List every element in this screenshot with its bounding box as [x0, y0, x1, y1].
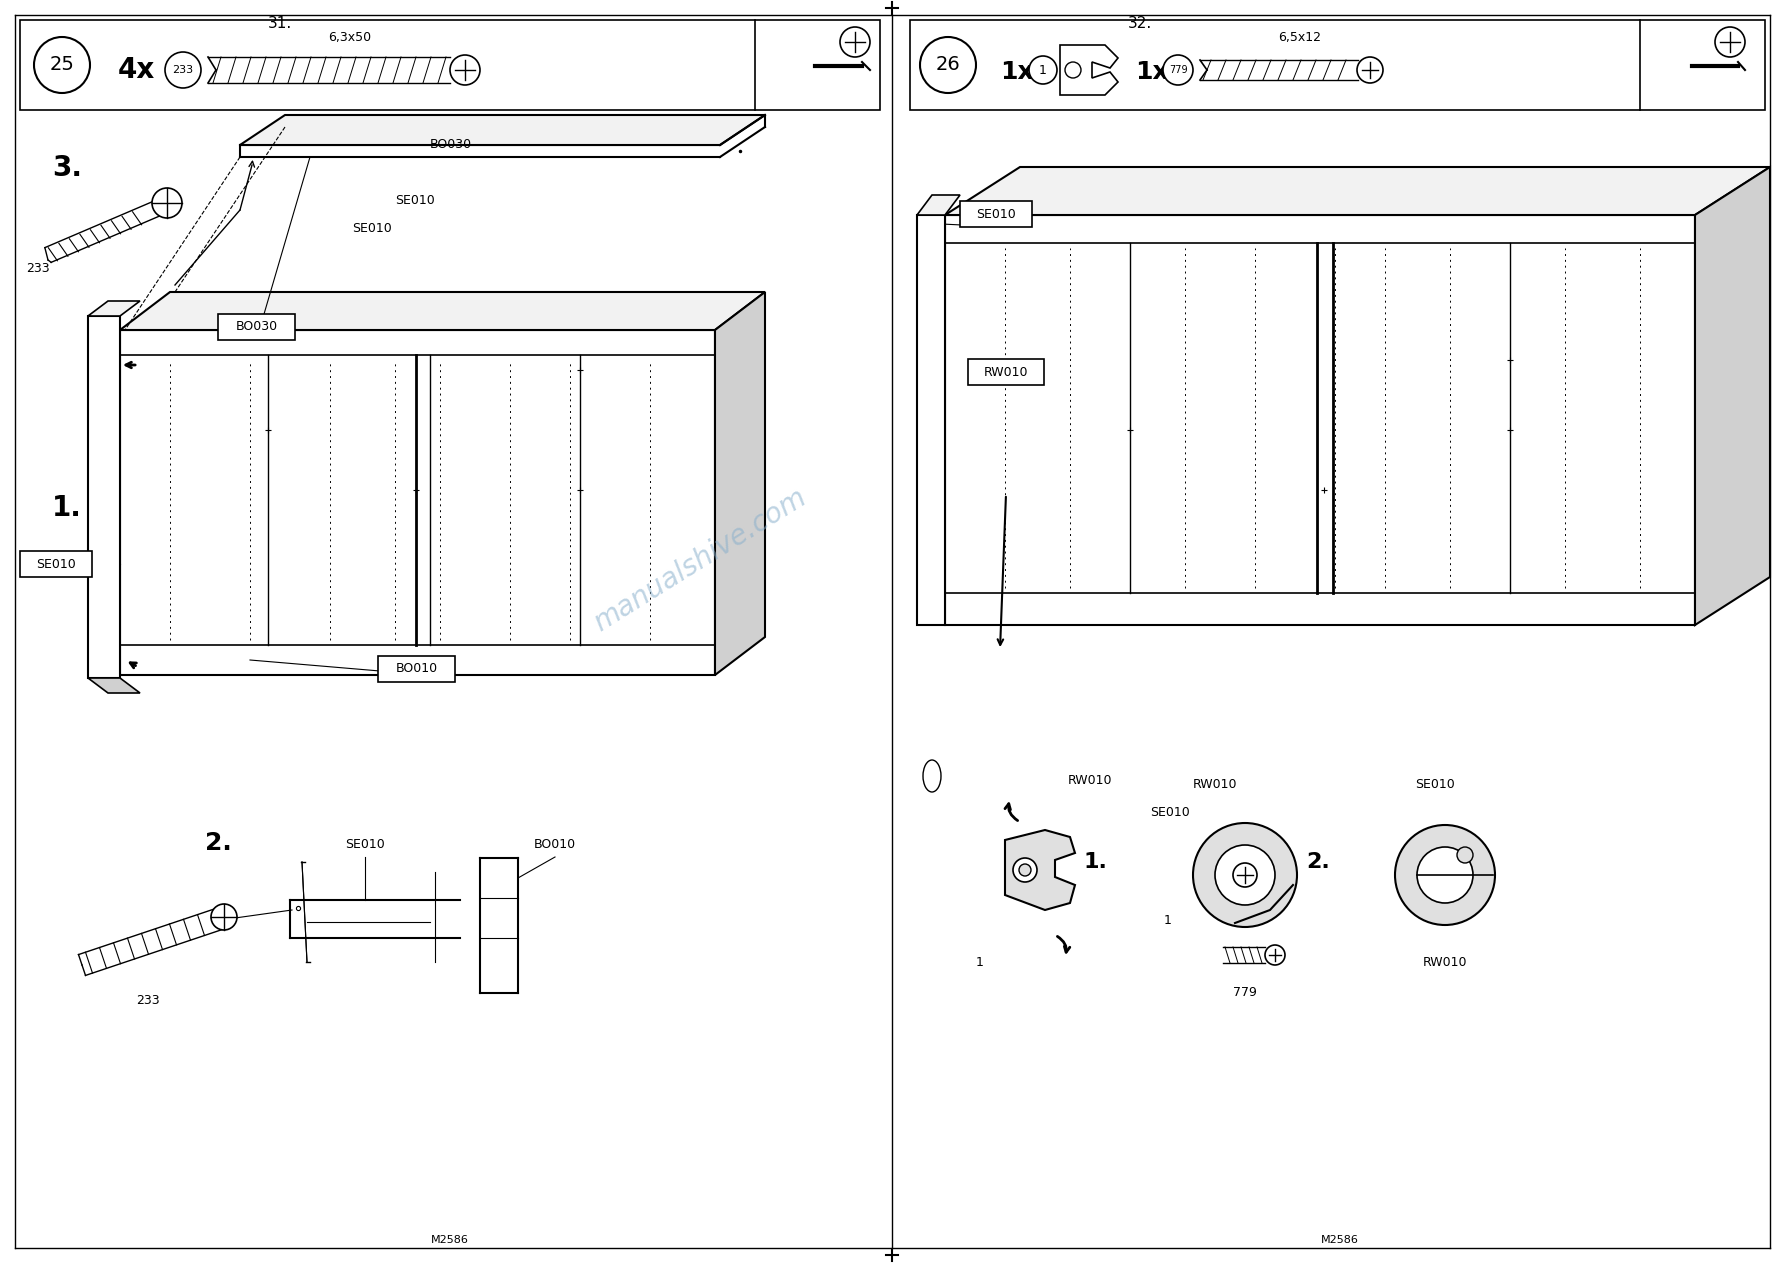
Bar — [120, 330, 716, 674]
Circle shape — [211, 904, 237, 930]
Circle shape — [1216, 845, 1274, 906]
Text: 1: 1 — [1164, 913, 1173, 927]
Circle shape — [1028, 56, 1057, 85]
Ellipse shape — [923, 760, 941, 792]
Circle shape — [1014, 858, 1037, 882]
Text: 1: 1 — [1039, 63, 1048, 77]
Circle shape — [1266, 945, 1285, 965]
Bar — [20, 20, 880, 110]
Polygon shape — [1060, 45, 1117, 95]
Polygon shape — [917, 195, 960, 215]
Circle shape — [1233, 863, 1257, 887]
Polygon shape — [87, 678, 139, 693]
Text: 31.: 31. — [268, 15, 293, 30]
Text: SE010: SE010 — [36, 557, 77, 571]
Text: 1x: 1x — [1000, 61, 1034, 85]
Text: SE010: SE010 — [1150, 806, 1191, 818]
Text: 779: 779 — [1169, 64, 1187, 75]
FancyBboxPatch shape — [218, 314, 295, 340]
Circle shape — [919, 37, 976, 93]
Text: SE010: SE010 — [394, 193, 436, 206]
Bar — [917, 215, 944, 625]
Text: 25: 25 — [50, 56, 75, 75]
Bar — [87, 316, 120, 678]
Circle shape — [841, 27, 869, 57]
Circle shape — [1417, 847, 1473, 903]
Text: 233: 233 — [27, 261, 50, 274]
Text: RW010: RW010 — [1067, 773, 1112, 787]
Text: M2586: M2586 — [1321, 1235, 1358, 1245]
Text: manualshive.com: manualshive.com — [589, 482, 812, 637]
Text: 6,3x50: 6,3x50 — [328, 32, 371, 44]
Text: 2.: 2. — [205, 831, 232, 855]
Text: 233: 233 — [173, 64, 193, 75]
Circle shape — [1164, 56, 1192, 85]
Text: RW010: RW010 — [1423, 956, 1467, 969]
Circle shape — [1457, 847, 1473, 863]
FancyBboxPatch shape — [378, 655, 455, 682]
Circle shape — [152, 188, 182, 218]
Circle shape — [34, 37, 89, 93]
Text: 32.: 32. — [1128, 15, 1151, 30]
Text: 1.: 1. — [1083, 853, 1107, 871]
Text: RW010: RW010 — [1192, 778, 1237, 792]
FancyBboxPatch shape — [967, 359, 1044, 385]
Polygon shape — [87, 301, 139, 316]
Text: SE010: SE010 — [976, 207, 1016, 221]
Text: SE010: SE010 — [345, 839, 386, 851]
FancyBboxPatch shape — [776, 37, 819, 93]
FancyBboxPatch shape — [1655, 37, 1696, 93]
FancyBboxPatch shape — [20, 551, 93, 577]
Circle shape — [1019, 864, 1032, 877]
Polygon shape — [1005, 830, 1075, 911]
Polygon shape — [1696, 167, 1771, 625]
Polygon shape — [716, 292, 766, 674]
Circle shape — [164, 52, 202, 88]
Circle shape — [1192, 823, 1298, 927]
Text: BO010: BO010 — [534, 839, 577, 851]
Text: 233: 233 — [136, 994, 161, 1007]
Circle shape — [1066, 62, 1082, 78]
Text: RW010: RW010 — [984, 365, 1028, 379]
Text: M2586: M2586 — [430, 1235, 469, 1245]
Circle shape — [1715, 27, 1746, 57]
Text: SE010: SE010 — [352, 221, 391, 235]
Circle shape — [1357, 57, 1383, 83]
Text: 3.: 3. — [52, 154, 82, 182]
FancyBboxPatch shape — [960, 201, 1032, 227]
Text: 1x: 1x — [1135, 61, 1169, 85]
Text: 26: 26 — [935, 56, 960, 75]
Text: 779: 779 — [1233, 985, 1257, 999]
Text: SE010: SE010 — [1416, 778, 1455, 792]
Text: BO010: BO010 — [396, 663, 437, 676]
Circle shape — [1396, 825, 1496, 925]
Text: 4x: 4x — [118, 56, 155, 85]
Text: 1: 1 — [976, 956, 984, 969]
Text: BO030: BO030 — [430, 139, 471, 152]
Text: BO030: BO030 — [236, 321, 278, 333]
Text: 6,5x12: 6,5x12 — [1278, 32, 1321, 44]
Text: 1.: 1. — [52, 494, 82, 522]
Polygon shape — [944, 167, 1771, 215]
Polygon shape — [239, 115, 766, 145]
Polygon shape — [120, 292, 766, 330]
Bar — [910, 20, 1765, 110]
Circle shape — [450, 56, 480, 85]
Bar — [944, 215, 1696, 625]
Text: 2.: 2. — [1307, 853, 1330, 871]
